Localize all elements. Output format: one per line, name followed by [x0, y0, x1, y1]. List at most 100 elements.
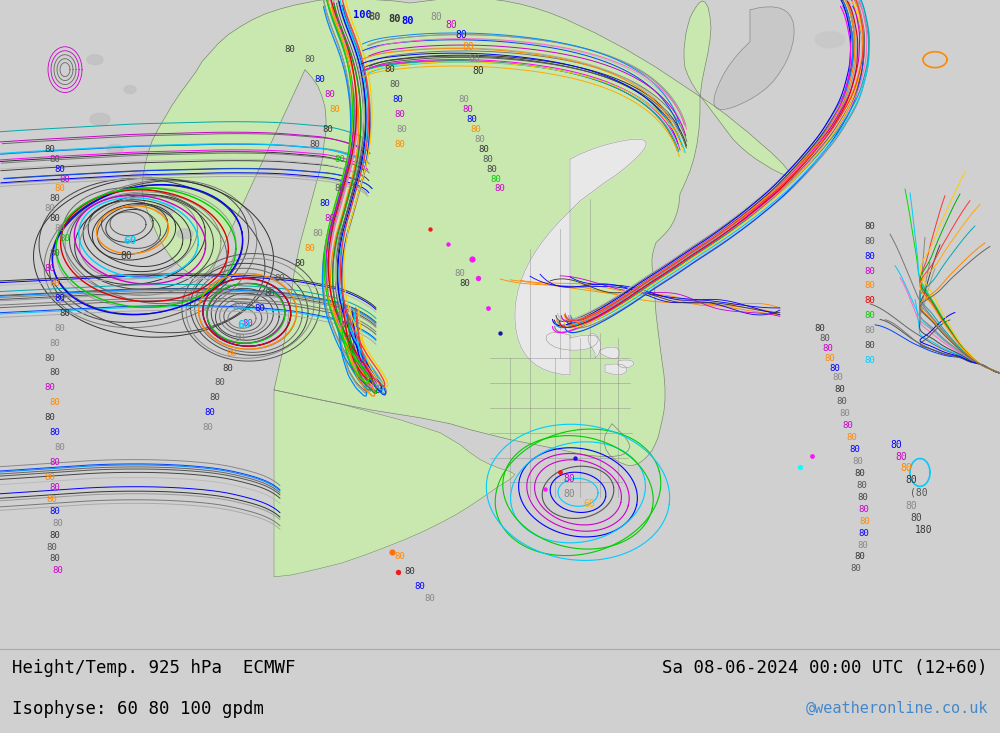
Text: 80: 80 — [425, 594, 435, 603]
Text: 80: 80 — [853, 457, 863, 466]
Point — [537, 484, 553, 496]
Polygon shape — [546, 332, 598, 350]
Text: 80: 80 — [215, 378, 225, 388]
Text: 60: 60 — [232, 302, 244, 312]
Text: 80: 80 — [820, 334, 830, 342]
Polygon shape — [714, 7, 794, 109]
Polygon shape — [618, 360, 634, 368]
Text: 80: 80 — [463, 105, 473, 114]
Text: 80: 80 — [390, 80, 400, 89]
Text: 80: 80 — [395, 110, 405, 119]
Text: 80: 80 — [235, 334, 245, 342]
Text: 80: 80 — [50, 249, 60, 258]
Text: 80: 80 — [320, 199, 330, 208]
Text: 80: 80 — [45, 413, 55, 422]
Text: Sa 08-06-2024 00:00 UTC (12+60): Sa 08-06-2024 00:00 UTC (12+60) — [662, 659, 988, 677]
Text: 80: 80 — [45, 205, 55, 213]
Text: 80: 80 — [385, 65, 395, 74]
Text: 80: 80 — [850, 445, 860, 454]
Text: 80: 80 — [859, 528, 869, 537]
Text: 80: 80 — [45, 264, 55, 273]
Text: 80: 80 — [855, 553, 865, 561]
Text: 80: 80 — [843, 421, 853, 430]
Text: 80: 80 — [445, 20, 457, 30]
Text: 80: 80 — [430, 12, 442, 22]
Point — [792, 462, 808, 474]
Text: 80: 80 — [397, 125, 407, 134]
Text: 80: 80 — [455, 30, 467, 40]
Text: 80: 80 — [50, 428, 60, 437]
Text: 80: 80 — [243, 319, 253, 328]
Text: 80: 80 — [50, 483, 60, 492]
Text: 60: 60 — [583, 499, 595, 509]
Text: 80: 80 — [265, 289, 275, 298]
Text: 80: 80 — [405, 567, 415, 576]
Text: 80: 80 — [858, 540, 868, 550]
Polygon shape — [90, 114, 110, 125]
Text: 80: 80 — [479, 144, 489, 154]
Polygon shape — [124, 86, 136, 94]
Text: 80: 80 — [47, 542, 57, 551]
Text: 80: 80 — [910, 513, 922, 523]
Text: 180: 180 — [915, 525, 933, 535]
Text: 80: 80 — [393, 95, 403, 104]
Text: (80: (80 — [910, 487, 928, 497]
Text: 80: 80 — [825, 353, 835, 363]
Text: 80: 80 — [223, 364, 233, 372]
Text: 80: 80 — [305, 244, 315, 253]
Text: 80: 80 — [495, 185, 505, 194]
Polygon shape — [142, 0, 793, 465]
Text: 80: 80 — [563, 474, 575, 485]
Polygon shape — [155, 203, 175, 215]
Text: 80: 80 — [50, 279, 60, 288]
Text: 80: 80 — [325, 214, 335, 224]
Text: 80: 80 — [60, 235, 70, 243]
Text: 80: 80 — [60, 174, 70, 183]
Text: 80: 80 — [865, 281, 875, 290]
Text: 80: 80 — [120, 251, 132, 261]
Text: 80: 80 — [837, 397, 847, 406]
Text: 80: 80 — [483, 155, 493, 163]
Text: 80: 80 — [890, 440, 902, 449]
Text: 80: 80 — [905, 476, 917, 485]
Text: 80: 80 — [462, 42, 474, 52]
Text: 80: 80 — [487, 165, 497, 174]
Text: 80: 80 — [47, 495, 57, 504]
Polygon shape — [600, 347, 620, 359]
Text: 80: 80 — [835, 386, 845, 394]
Text: 80: 80 — [395, 140, 405, 149]
Text: 80: 80 — [45, 383, 55, 392]
Polygon shape — [107, 144, 123, 154]
Text: 80: 80 — [50, 554, 60, 564]
Text: 80: 80 — [395, 553, 405, 561]
Text: 80: 80 — [455, 269, 465, 278]
Text: 80: 80 — [315, 75, 325, 84]
Text: 80: 80 — [865, 237, 875, 246]
Text: 80: 80 — [865, 312, 875, 320]
Point — [440, 237, 456, 249]
Text: 80: 80 — [905, 501, 917, 511]
Text: 80: 80 — [53, 519, 63, 528]
Point — [422, 223, 438, 235]
Text: 80: 80 — [840, 409, 850, 419]
Text: 80: 80 — [205, 408, 215, 417]
Polygon shape — [87, 55, 103, 65]
Text: 80: 80 — [415, 582, 425, 592]
Text: 80: 80 — [55, 165, 65, 174]
Text: 80: 80 — [55, 324, 65, 333]
Text: 80: 80 — [460, 279, 470, 288]
Text: 100: 100 — [353, 10, 371, 20]
Text: 80: 80 — [335, 155, 345, 163]
Text: 80: 80 — [55, 224, 65, 233]
Text: 80: 80 — [50, 214, 60, 224]
Point — [470, 273, 486, 284]
Text: 80: 80 — [858, 493, 868, 502]
Text: 80: 80 — [895, 452, 907, 462]
Text: 80: 80 — [471, 125, 481, 134]
Point — [804, 449, 820, 461]
Text: 80: 80 — [285, 45, 295, 54]
Point — [567, 452, 583, 463]
Text: 80: 80 — [865, 267, 875, 276]
Text: 80: 80 — [255, 304, 265, 313]
Text: 80: 80 — [563, 490, 575, 499]
